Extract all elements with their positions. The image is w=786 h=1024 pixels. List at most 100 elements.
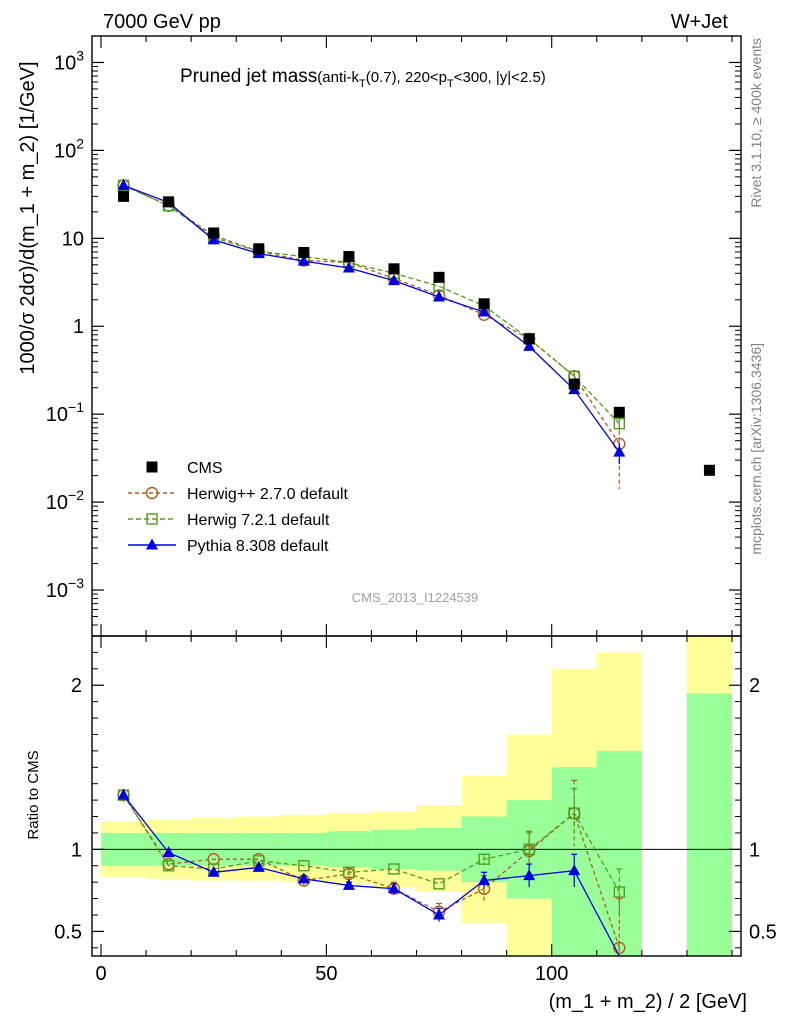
main-point <box>523 339 536 351</box>
ratio-y-tick-label: 0.5 <box>54 921 82 943</box>
main-point <box>613 445 626 457</box>
title-anti: (anti-k <box>317 69 359 86</box>
main-point <box>117 178 130 190</box>
main-y-tick-label: 10−2 <box>46 487 84 514</box>
x-tick-label: 100 <box>535 963 568 985</box>
legend-entry: Herwig 7.2.1 default <box>128 512 330 529</box>
legend-marker <box>146 538 158 550</box>
main-y-tick-label: 1 <box>73 316 84 338</box>
main-point <box>523 333 535 345</box>
ratio-point <box>613 886 626 898</box>
ratio-y-tick-label-right: 1 <box>749 839 760 861</box>
ratio-series-triangle <box>117 788 620 956</box>
ratio-point <box>388 863 400 875</box>
plot-title: Pruned jet mass(anti-kT(0.7), 220<pT<300… <box>180 66 546 90</box>
main-series-square <box>117 179 626 431</box>
tick-mantissa: 10 <box>46 404 68 426</box>
ratio-point <box>162 846 175 858</box>
main-series-data <box>118 190 715 476</box>
ratio-chart-marks <box>92 779 741 956</box>
tick-mantissa: 10 <box>54 52 76 74</box>
ratio-point <box>117 788 130 800</box>
tick-exponent: 2 <box>76 135 84 151</box>
main-point <box>478 298 490 310</box>
main-series-line <box>123 184 620 425</box>
mcplots-label: mcplots.cern.ch [arXiv:1306.3436] <box>748 343 764 555</box>
main-series-circle <box>117 179 626 490</box>
header-energy: 7000 GeV pp <box>103 11 221 33</box>
ratio-uncertainty-bands <box>101 636 732 956</box>
tick-mantissa: 10 <box>54 140 76 162</box>
main-point <box>388 263 400 275</box>
inner-band-bin <box>686 693 732 956</box>
main-y-tick-label: 103 <box>54 47 84 74</box>
ratio-point <box>523 843 535 856</box>
legend-marker <box>146 461 158 473</box>
ratio-point <box>343 866 355 879</box>
ratio-y-tick-label: 1 <box>71 839 82 861</box>
tick-mantissa: 10 <box>46 580 68 602</box>
ratio-point <box>523 869 536 881</box>
main-chart-marks <box>117 178 715 490</box>
header-process: W+Jet <box>671 11 729 33</box>
main-series-line <box>123 184 620 453</box>
ratio-y-tick-label-right: 0.5 <box>749 921 777 943</box>
ratio-point <box>207 865 220 877</box>
main-point <box>208 227 220 239</box>
legend: CMS Herwig++ 2.7.0 default Herwig 7.2.1 de… <box>128 460 349 555</box>
analysis-watermark: CMS_2013_I1224539 <box>352 590 479 605</box>
main-point <box>387 274 400 286</box>
rivet-label: Rivet 3.1.10, ≥ 400k events <box>748 38 764 208</box>
title-cuts-a: (0.7), 220<p <box>366 69 447 86</box>
ratio-series-line <box>123 794 620 956</box>
main-point <box>478 305 491 317</box>
main-point <box>613 417 626 430</box>
title-sub-t: T <box>359 78 366 90</box>
main-point <box>433 271 445 283</box>
x-axis-label: (m_1 + m_2) / 2 [GeV] <box>549 991 747 1013</box>
ratio-point <box>568 807 580 819</box>
tick-exponent: −3 <box>68 575 84 591</box>
main-y-tick-label: 10−1 <box>46 399 84 426</box>
tick-mantissa: 10 <box>46 492 68 514</box>
title-main: Pruned jet mass <box>180 66 317 87</box>
ratio-point <box>568 864 581 876</box>
main-y-tick-label: 10−3 <box>46 575 84 602</box>
ratio-point <box>342 878 355 890</box>
ratio-point <box>297 872 310 884</box>
legend-marker <box>145 486 159 500</box>
ratio-point <box>162 860 175 872</box>
main-point <box>433 290 446 302</box>
tick-exponent: −2 <box>68 487 84 503</box>
main-point <box>342 261 355 273</box>
title-cuts-b: <300, |y|<2.5) <box>454 69 546 86</box>
ratio-point <box>433 878 445 890</box>
legend-marker <box>146 513 158 525</box>
ratio-frame <box>91 635 742 957</box>
ratio-point <box>613 941 626 954</box>
main-point <box>297 254 310 266</box>
tick-exponent: −1 <box>68 399 84 415</box>
main-point <box>207 233 220 245</box>
main-point <box>118 190 130 202</box>
legend-label: Herwig 7.2.1 default <box>187 512 330 529</box>
main-point <box>613 406 625 418</box>
ratio-point <box>478 874 491 886</box>
ratio-point <box>433 908 446 920</box>
main-point <box>568 378 580 390</box>
main-y-axis-label: 1000/σ 2dσ)/d(m_1 + m_2) [1/GeV] <box>17 61 39 374</box>
ratio-point <box>478 853 490 865</box>
main-y-tick-label: 10 <box>62 228 84 250</box>
legend-label: Pythia 8.308 default <box>187 538 329 555</box>
ratio-y-tick-label: 2 <box>71 675 82 697</box>
ratio-point <box>298 860 310 872</box>
main-point <box>163 196 175 208</box>
title-sub-t2: T <box>447 78 454 90</box>
x-tick-label: 50 <box>315 963 337 985</box>
main-point <box>703 464 715 476</box>
legend-entry: Herwig++ 2.7.0 default <box>128 486 349 503</box>
legend-entry: CMS <box>146 460 223 477</box>
main-series-line <box>123 184 620 445</box>
